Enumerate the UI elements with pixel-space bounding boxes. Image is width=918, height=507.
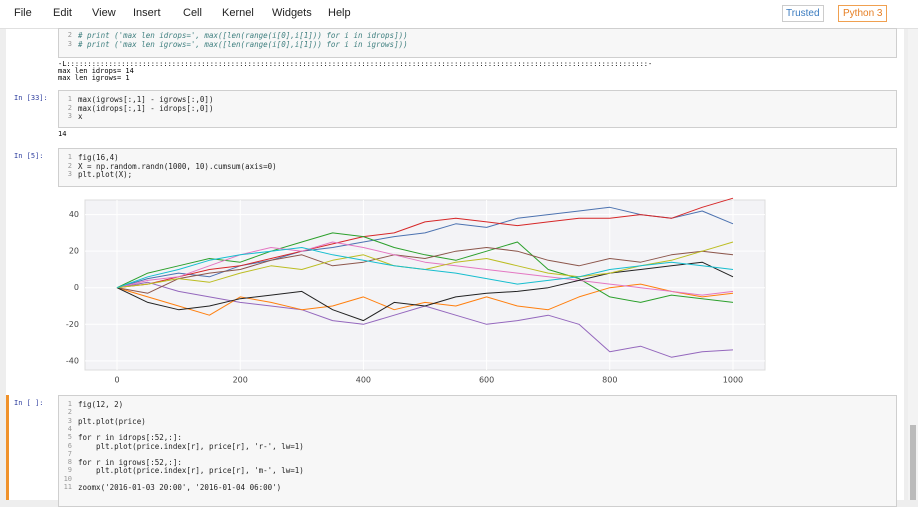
code-line: plt.plot(price.index[r], price[r], 'r-',…: [78, 441, 304, 451]
code-line: # print ('max len idrops=', max([len(ran…: [78, 31, 408, 40]
menu-item[interactable]: File: [14, 7, 32, 19]
code-line: plt.plot(price.index[r], price[r], 'm-',…: [78, 466, 304, 476]
menu-item[interactable]: View: [92, 7, 116, 19]
menu-item[interactable]: Widgets: [272, 7, 312, 19]
line-number: 6: [67, 441, 72, 450]
kernel-indicator[interactable]: Python 3: [838, 5, 888, 22]
menu-item[interactable]: Edit: [53, 7, 72, 19]
menu-item[interactable]: Help: [328, 7, 351, 19]
series-line: [116, 247, 734, 294]
series-line: [116, 283, 734, 316]
line-number: 1: [67, 153, 72, 161]
menu-bar: Trusted Python 3 File Edit View Insert Cell K…: [0, 0, 918, 29]
y-tick-label: 20: [69, 247, 79, 256]
line-number: 3: [67, 40, 72, 48]
code-line: max(igrows[:,1] - igrows[:,0]): [78, 95, 214, 104]
series-line: [116, 232, 734, 303]
output-text: -L::::::::::::::::::::::::::::::::::::::…: [58, 60, 653, 68]
code-line: for r in igrows[:52,:]:: [78, 458, 182, 468]
code-line: zoomx('2016-01-03 20:00', '2016-01-04 06…: [78, 483, 282, 492]
line-number: 8: [67, 458, 72, 467]
menu-item[interactable]: Cell: [183, 7, 202, 19]
line-number: 2: [67, 408, 72, 417]
series-line: [116, 241, 734, 296]
line-number: 4: [67, 424, 72, 433]
line-number: 5: [67, 433, 72, 442]
line-number: 3: [67, 416, 72, 425]
code-line: for r in idrops[:52,:]:: [78, 433, 182, 443]
line-number: 10: [63, 474, 72, 483]
x-tick-label: 600: [479, 376, 494, 385]
plot-area: [84, 199, 766, 371]
line-number: 2: [67, 103, 72, 112]
x-tick-label: 400: [356, 376, 371, 385]
code-line: max(idrops[:,1] - idrops[:,0]): [78, 103, 214, 113]
menu-item[interactable]: Kernel: [222, 7, 254, 19]
line-number: 3: [67, 170, 72, 178]
code-cell-input[interactable]: [58, 28, 897, 58]
code-line: plt.plot(X);: [78, 170, 133, 179]
scrollbar[interactable]: [908, 29, 918, 500]
y-tick-label: 40: [69, 210, 79, 219]
output-text: max len igrows= 1: [58, 74, 130, 82]
series-line: [116, 206, 734, 289]
line-number: 2: [67, 161, 72, 170]
series-line: [116, 261, 734, 322]
y-tick-label: -20: [66, 320, 79, 329]
x-tick-label: 200: [233, 376, 248, 385]
line-number: 3: [67, 112, 72, 120]
code-cell-input[interactable]: [58, 90, 897, 128]
y-tick-label: 0: [74, 283, 79, 292]
menu-item[interactable]: Insert: [133, 7, 161, 19]
input-prompt: In [33]:: [14, 94, 48, 102]
x-tick-label: 0: [114, 376, 119, 385]
y-tick-label: -40: [66, 356, 79, 365]
series-line: [116, 247, 734, 289]
input-prompt: In [5]:: [14, 152, 44, 160]
line-number: 7: [67, 449, 72, 458]
code-line: X = np.random.randn(1000, 10).cumsum(axi…: [78, 161, 277, 171]
line-number: 9: [67, 466, 72, 475]
output-text: 14: [58, 130, 67, 138]
series-line: [116, 197, 734, 289]
trusted-indicator[interactable]: Trusted: [782, 5, 824, 22]
line-number: 11: [63, 483, 72, 491]
line-number: 1: [67, 95, 72, 103]
line-number: 2: [67, 31, 72, 39]
x-tick-label: 1000: [723, 376, 743, 385]
output-text: max len idrops= 14: [58, 67, 134, 75]
scroll-thumb[interactable]: [910, 425, 916, 500]
input-prompt: In [ ]:: [14, 399, 44, 407]
line-number: 1: [67, 400, 72, 408]
code-cell-input[interactable]: [58, 148, 897, 187]
code-line: # print ('max len igrows=', max([len(ran…: [78, 40, 408, 49]
code-line: plt.plot(price): [78, 416, 146, 426]
code-line: fig(12, 2): [78, 400, 124, 409]
code-line: x: [78, 112, 83, 121]
code-line: fig(16,4): [78, 153, 119, 162]
x-tick-label: 800: [602, 376, 617, 385]
edit-mode-bar: [6, 395, 9, 500]
